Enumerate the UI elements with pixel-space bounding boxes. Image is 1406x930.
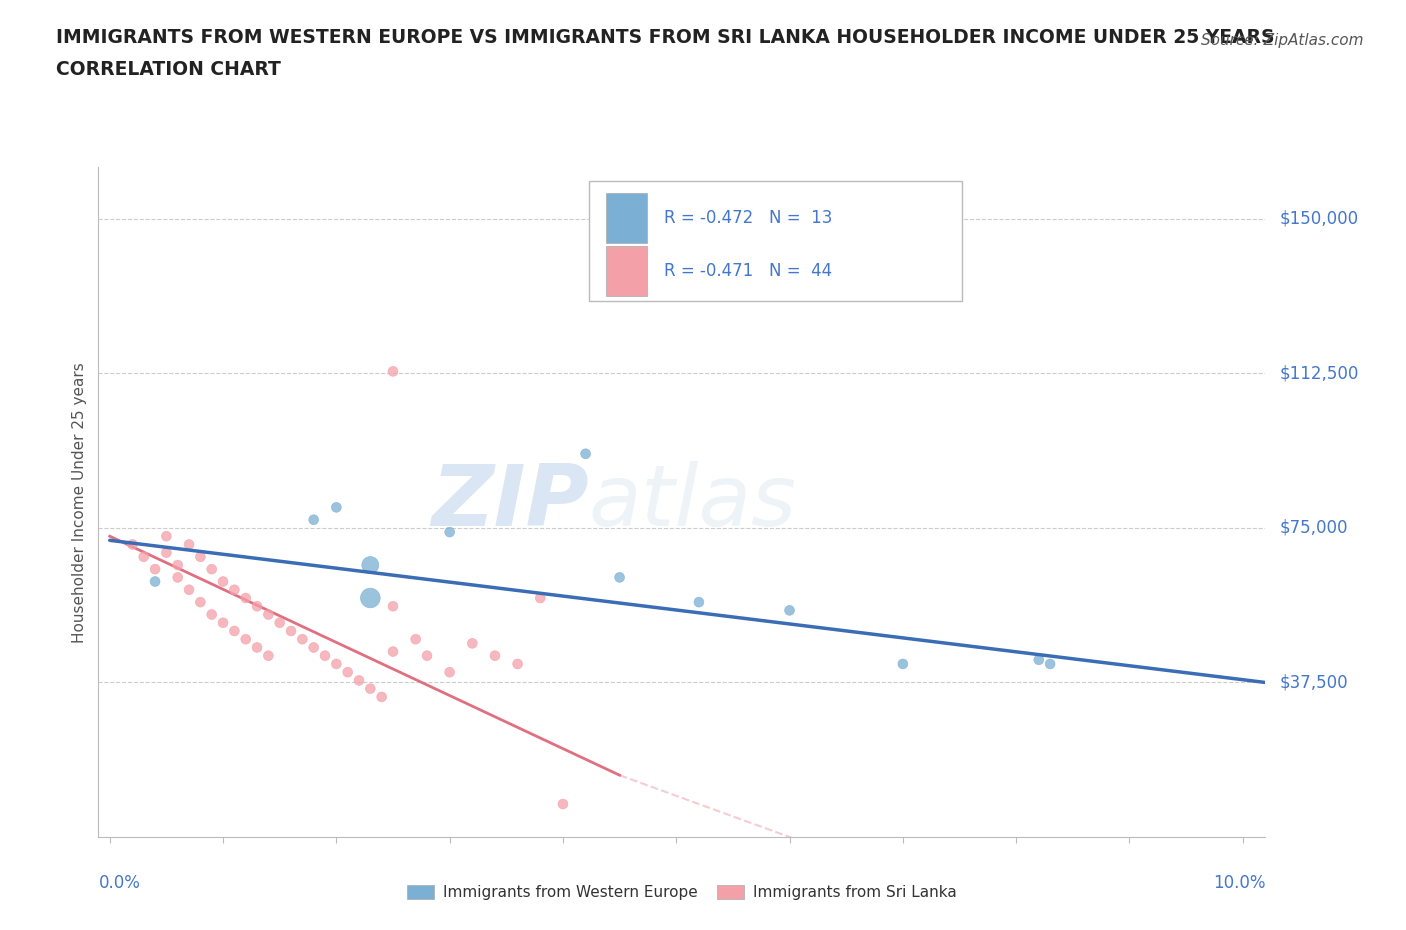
Text: ZIP: ZIP [430, 460, 589, 544]
Point [235, 591, 257, 605]
Point [224, 623, 246, 638]
Text: R = -0.471   N =  44: R = -0.471 N = 44 [665, 262, 832, 280]
Point [891, 657, 914, 671]
Point [155, 545, 177, 560]
Text: Source: ZipAtlas.com: Source: ZipAtlas.com [1201, 33, 1364, 47]
Point [302, 640, 325, 655]
Point [405, 631, 427, 646]
Point [224, 582, 246, 597]
Point [155, 529, 177, 544]
Point [359, 591, 381, 605]
Point [177, 537, 200, 551]
Legend: Immigrants from Western Europe, Immigrants from Sri Lanka: Immigrants from Western Europe, Immigran… [401, 879, 963, 907]
Point [177, 582, 200, 597]
FancyBboxPatch shape [589, 180, 962, 301]
Text: 0.0%: 0.0% [98, 874, 141, 892]
Text: $112,500: $112,500 [1279, 365, 1358, 382]
Point [314, 648, 336, 663]
Point [166, 558, 188, 573]
Point [257, 607, 280, 622]
Text: 10.0%: 10.0% [1213, 874, 1265, 892]
Text: $150,000: $150,000 [1279, 210, 1358, 228]
Point [359, 681, 381, 696]
Point [336, 665, 359, 680]
Point [347, 673, 370, 688]
Point [235, 631, 257, 646]
Point [439, 525, 461, 539]
Point [212, 616, 235, 631]
Point [779, 603, 801, 618]
Point [529, 591, 551, 605]
Point [143, 562, 166, 577]
Point [1039, 657, 1062, 671]
Point [382, 364, 405, 379]
Point [382, 599, 405, 614]
Point [166, 570, 188, 585]
Point [506, 657, 529, 671]
Text: $37,500: $37,500 [1279, 673, 1348, 692]
Point [382, 644, 405, 659]
Text: $75,000: $75,000 [1279, 519, 1348, 537]
Point [190, 594, 212, 609]
Text: R = -0.472   N =  13: R = -0.472 N = 13 [665, 208, 832, 227]
Point [325, 500, 347, 515]
Point [370, 689, 392, 704]
Point [461, 636, 484, 651]
Point [280, 623, 302, 638]
Point [359, 558, 381, 573]
Point [575, 446, 598, 461]
Text: CORRELATION CHART: CORRELATION CHART [56, 60, 281, 79]
Point [439, 665, 461, 680]
Point [246, 640, 269, 655]
Point [1028, 652, 1050, 667]
FancyBboxPatch shape [606, 193, 647, 243]
Point [257, 648, 280, 663]
Point [688, 594, 710, 609]
Point [190, 550, 212, 565]
Point [269, 616, 291, 631]
Point [212, 574, 235, 589]
Point [246, 599, 269, 614]
Text: atlas: atlas [589, 460, 797, 544]
Point [201, 607, 224, 622]
Point [416, 648, 439, 663]
Point [201, 562, 224, 577]
Point [484, 648, 506, 663]
FancyBboxPatch shape [606, 246, 647, 297]
Point [132, 550, 155, 565]
Point [121, 537, 143, 551]
Point [143, 574, 166, 589]
Point [609, 570, 631, 585]
Point [325, 657, 347, 671]
Text: IMMIGRANTS FROM WESTERN EUROPE VS IMMIGRANTS FROM SRI LANKA HOUSEHOLDER INCOME U: IMMIGRANTS FROM WESTERN EUROPE VS IMMIGR… [56, 28, 1275, 46]
Point [302, 512, 325, 527]
Y-axis label: Householder Income Under 25 years: Householder Income Under 25 years [72, 362, 87, 643]
Point [551, 797, 574, 812]
Point [291, 631, 314, 646]
